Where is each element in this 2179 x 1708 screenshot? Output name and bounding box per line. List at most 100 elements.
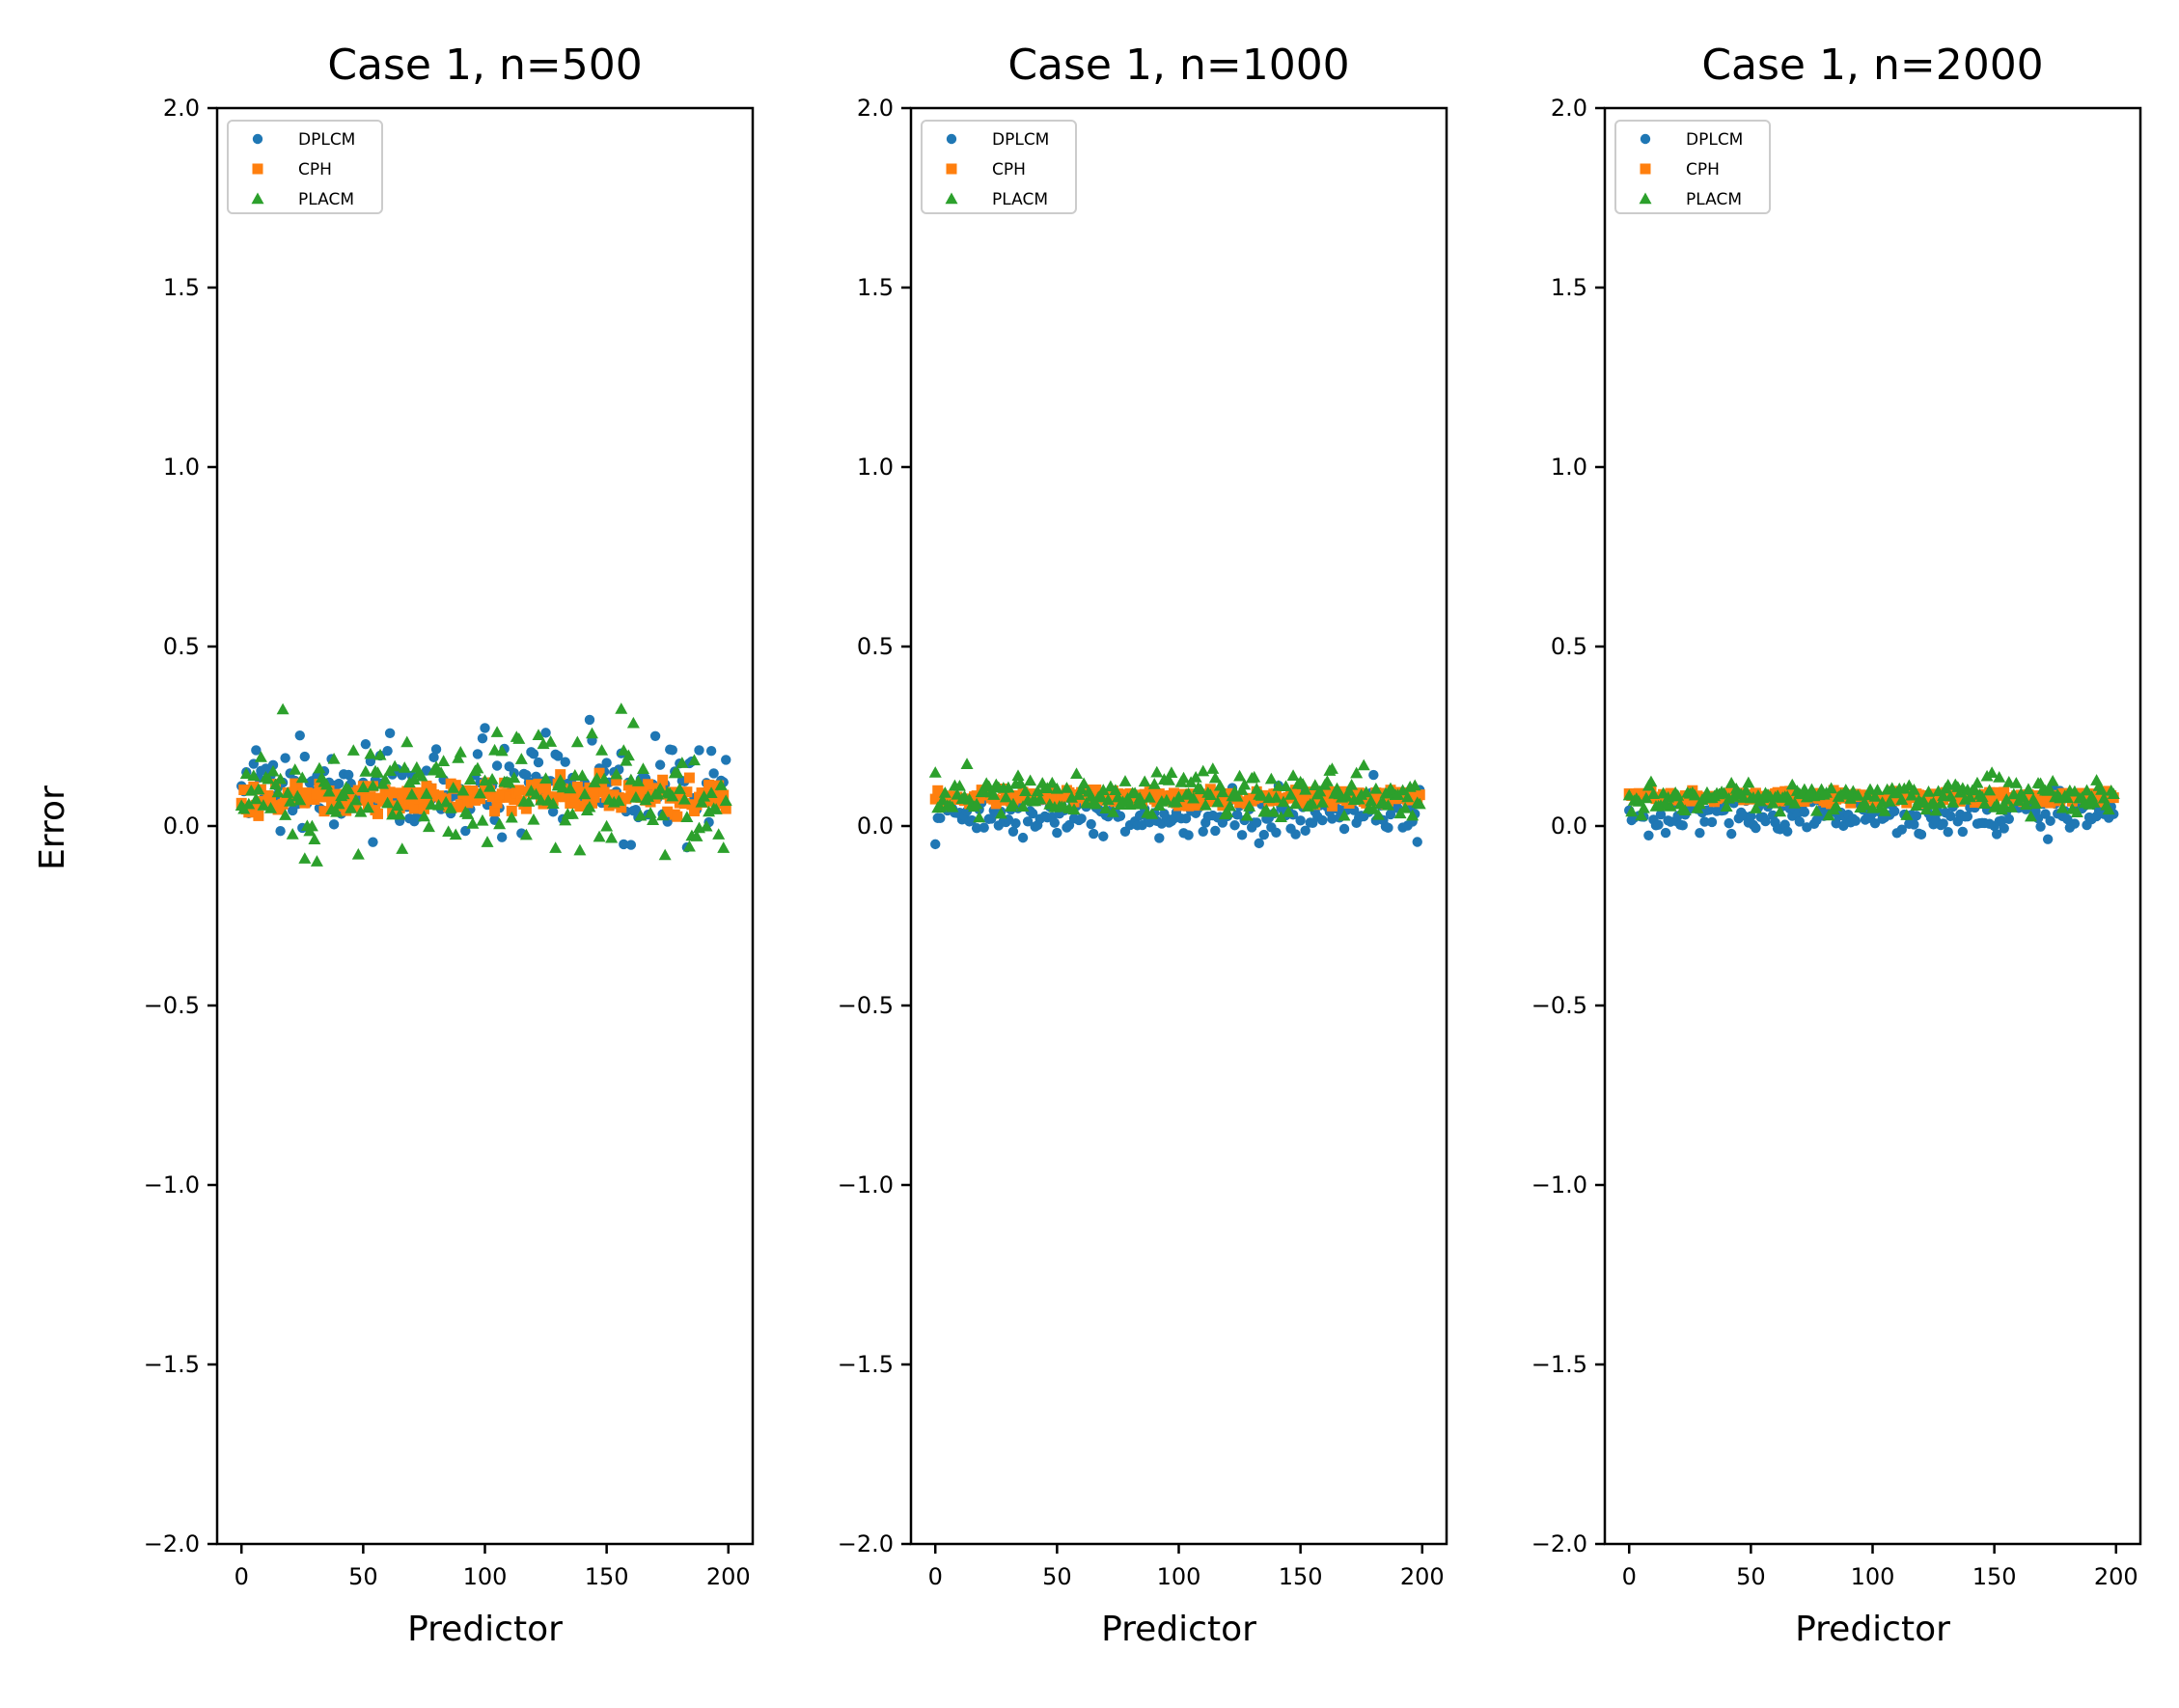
point-placm (1264, 772, 1278, 785)
point-placm (1208, 771, 1222, 784)
point-placm (1365, 794, 1378, 807)
point-cph (520, 803, 532, 814)
point-placm (1060, 782, 1073, 793)
point-dplcm (428, 752, 439, 763)
point-cph (1168, 787, 1179, 799)
point-placm (1809, 804, 1823, 816)
y-tick-label: −1.5 (838, 1351, 894, 1378)
axes-frame (215, 106, 755, 1546)
point-placm (242, 797, 256, 810)
point-placm (495, 744, 509, 757)
point-placm (682, 840, 696, 852)
point-cph (589, 791, 600, 803)
point-dplcm (1655, 809, 1667, 820)
y-tick-label: 0.0 (857, 813, 894, 840)
point-cph (1180, 795, 1192, 807)
point-placm (1238, 778, 1252, 790)
point-cph (491, 797, 503, 809)
point-placm (407, 773, 421, 785)
point-placm (2046, 774, 2059, 786)
point-dplcm (1010, 817, 1021, 829)
point-dplcm (1695, 828, 1705, 839)
legend-label-placm: PLACM (1686, 190, 1742, 209)
point-cph (426, 783, 437, 794)
point-placm (400, 735, 414, 748)
point-placm (647, 813, 660, 826)
point-placm (1101, 793, 1115, 806)
point-dplcm (528, 749, 539, 759)
point-placm (549, 841, 563, 853)
x-tick-label: 200 (706, 1563, 751, 1590)
point-placm (1070, 767, 1084, 780)
chart-panel-3: Case 1, n=2000 −2.0 −1.5 −1.0 −0.5 0.0 0.5 1.0 1… (1531, 41, 2142, 1649)
point-placm (1145, 808, 1159, 819)
point-dplcm (360, 739, 372, 750)
point-placm (717, 841, 731, 853)
point-dplcm (2045, 815, 2055, 826)
point-placm (1050, 782, 1063, 794)
point-placm (676, 757, 689, 768)
point-cph (384, 786, 396, 798)
point-cph (450, 780, 461, 791)
point-placm (1985, 766, 1999, 778)
y-tick-label: −2.0 (1531, 1530, 1587, 1557)
point-cph (2045, 797, 2056, 809)
point-placm (471, 761, 484, 774)
point-placm (1136, 797, 1149, 810)
chart-title: Case 1, n=2000 (1701, 41, 2043, 90)
point-placm (709, 803, 723, 814)
point-placm (481, 836, 494, 847)
point-placm (1019, 785, 1033, 797)
y-tick-label: 0.5 (1551, 633, 1587, 660)
point-dplcm (971, 822, 982, 834)
point-placm (1664, 800, 1677, 812)
point-placm (1871, 784, 1885, 795)
point-placm (1934, 796, 1947, 809)
point-placm (1206, 762, 1220, 774)
point-placm (1160, 793, 1173, 806)
point-placm (1788, 797, 1802, 809)
point-placm (1106, 806, 1119, 817)
point-placm (1325, 762, 1338, 774)
point-placm (249, 792, 262, 805)
point-dplcm (328, 819, 340, 830)
point-dplcm (1338, 823, 1350, 835)
point-dplcm (1295, 815, 1306, 826)
point-placm (279, 809, 292, 820)
point-cph (262, 790, 274, 802)
legend-label-cph: CPH (992, 160, 1026, 179)
point-placm (1165, 766, 1178, 778)
legend-label-cph: CPH (1686, 160, 1720, 179)
point-dplcm (2003, 813, 2014, 825)
point-cph (489, 806, 501, 817)
point-dplcm (1271, 827, 1282, 838)
point-cph (533, 778, 544, 789)
point-placm (527, 813, 540, 825)
point-dplcm (1869, 818, 1881, 829)
point-placm (247, 769, 261, 782)
point-dplcm (705, 746, 717, 757)
point-placm (417, 810, 430, 822)
point-dplcm (1782, 826, 1793, 837)
point-dplcm (1183, 830, 1194, 840)
point-placm (1094, 789, 1108, 802)
point-placm (1983, 784, 1997, 796)
legend-box (921, 120, 1077, 214)
point-cph (1146, 784, 1158, 795)
point-placm (396, 842, 409, 854)
legend-box (1614, 120, 1771, 214)
point-cph (423, 795, 434, 807)
point-placm (461, 808, 475, 819)
point-dplcm (533, 757, 544, 768)
point-placm (1350, 766, 1364, 779)
point-placm (1299, 783, 1312, 795)
point-placm (2055, 801, 2069, 813)
point-placm (1413, 797, 1426, 810)
point-placm (565, 808, 579, 819)
point-placm (1230, 789, 1244, 802)
point-cph (287, 786, 298, 798)
point-placm (671, 766, 684, 778)
point-placm (960, 758, 974, 769)
y-tick-label: 0.0 (1551, 813, 1587, 840)
point-placm (332, 797, 345, 810)
